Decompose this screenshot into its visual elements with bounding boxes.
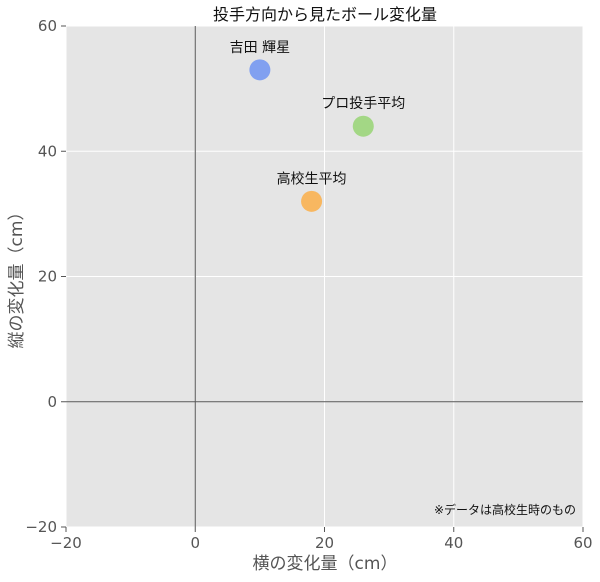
data-point-label: プロ投手平均 — [321, 96, 405, 112]
x-axis-label: 横の変化量（cm） — [253, 554, 398, 574]
data-point — [249, 59, 271, 81]
data-note: ※データは高校生時のもの — [434, 502, 576, 517]
data-point-label: 吉田 輝星 — [230, 40, 290, 56]
y-axis-label: 縦の変化量（cm） — [7, 204, 27, 349]
y-tick-label: 60 — [38, 17, 57, 35]
y-tick-label: 40 — [38, 142, 57, 160]
data-point-label: 高校生平均 — [277, 170, 347, 187]
chart-title: 投手方向から見たボール変化量 — [213, 5, 437, 24]
y-tick-label: −20 — [25, 518, 57, 536]
x-tick-label: −20 — [50, 534, 82, 552]
x-tick-label: 60 — [573, 534, 592, 552]
data-point — [301, 190, 323, 212]
y-tick-label: 20 — [38, 268, 57, 286]
x-tick-label: 0 — [190, 534, 200, 552]
x-tick-label: 20 — [315, 534, 334, 552]
tick-labels: −20−20 0 0 20 20 40 40 60 60 — [25, 17, 592, 552]
x-tick-label: 40 — [444, 534, 463, 552]
y-tick-label: 0 — [47, 393, 57, 411]
data-point — [352, 115, 374, 137]
zero-lines — [66, 26, 583, 527]
